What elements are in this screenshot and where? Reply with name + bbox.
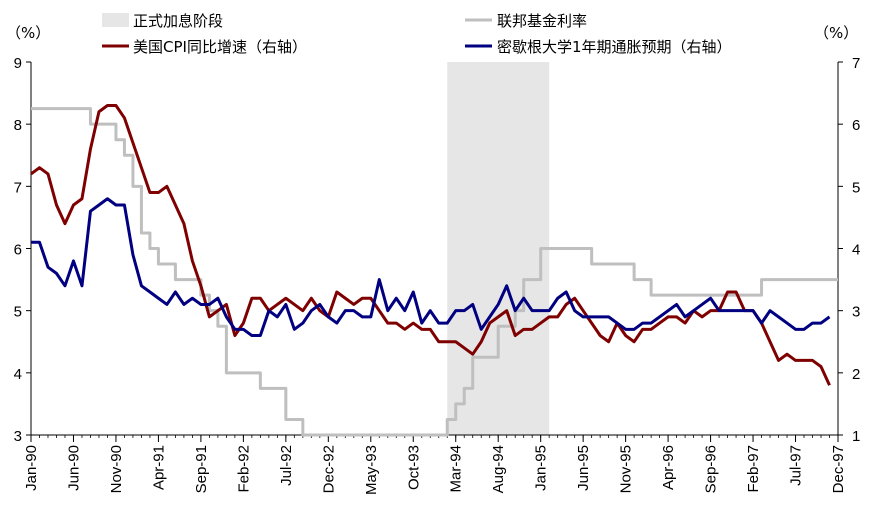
axes: 3 4 5 6 7 8 9 1 2 3 4 5 6 7 Jan-90 Jun-90 Nov-90 Apr-91 Se… (14, 55, 861, 495)
x-tick-label: Feb-97 (745, 445, 762, 493)
left-axis-unit: （%） (6, 24, 50, 42)
legend-cpi-label: 美国CPI同比增速（右轴） (133, 38, 307, 56)
right-tick-label: 5 (852, 179, 860, 196)
x-tick-label: Jul-97 (788, 445, 805, 486)
x-tick-label: Sep-96 (703, 445, 720, 493)
right-tick-label: 3 (852, 304, 860, 321)
x-tick-label: Apr-96 (660, 445, 677, 490)
x-tick-label: Sep-91 (193, 445, 210, 493)
legend-mich-label: 密歇根大学1年期通胀预期（右轴） (497, 38, 732, 56)
series-layer (30, 104, 838, 437)
left-tick-label: 9 (14, 55, 22, 72)
x-tick-label: Jan-95 (533, 445, 550, 491)
left-tick-label: 6 (14, 242, 22, 259)
x-tick-label: Jun-90 (65, 445, 82, 491)
left-tick-label: 7 (14, 179, 22, 196)
x-tick-label: Oct-93 (405, 445, 422, 490)
x-tick-label: Feb-92 (235, 445, 252, 493)
x-tick-label: Jun-95 (575, 445, 592, 491)
x-tick-label: Jul-92 (278, 445, 295, 486)
x-tick-label: Aug-94 (490, 445, 507, 493)
legend: 正式加息阶段 联邦基金利率 美国CPI同比增速（右轴） 密歇根大学1年期通胀预期… (102, 12, 732, 56)
legend-shade-label: 正式加息阶段 (133, 12, 223, 30)
left-tick-label: 5 (14, 304, 22, 321)
x-tick-label: Nov-95 (618, 445, 635, 493)
left-tick-label: 3 (14, 428, 22, 445)
right-tick-label: 1 (852, 428, 860, 445)
shaded-period-0 (447, 62, 550, 435)
x-tick-label: Nov-90 (108, 445, 125, 493)
right-tick-label: 4 (852, 242, 860, 259)
x-tick-label: Dec-97 (830, 445, 847, 493)
right-tick-label: 6 (852, 117, 860, 134)
x-tick-label: Apr-91 (150, 445, 167, 490)
x-tick-label: May-93 (363, 445, 380, 495)
shade-layer (447, 62, 550, 435)
right-axis-unit: （%） (814, 24, 858, 42)
x-tick-label: Dec-92 (320, 445, 337, 493)
michigan-inflation-expectation-line (31, 197, 831, 338)
cpi-yoy-line (30, 104, 831, 386)
fed-funds-rate-line (31, 107, 838, 437)
left-tick-label: 8 (14, 117, 22, 134)
right-tick-label: 7 (852, 55, 860, 72)
x-tick-label: Mar-94 (448, 445, 465, 493)
legend-fed-label: 联邦基金利率 (497, 12, 587, 30)
left-tick-label: 4 (14, 366, 22, 383)
legend-shade-swatch (102, 13, 129, 27)
right-tick-label: 2 (852, 366, 860, 383)
x-tick-label: Jan-90 (23, 445, 40, 491)
